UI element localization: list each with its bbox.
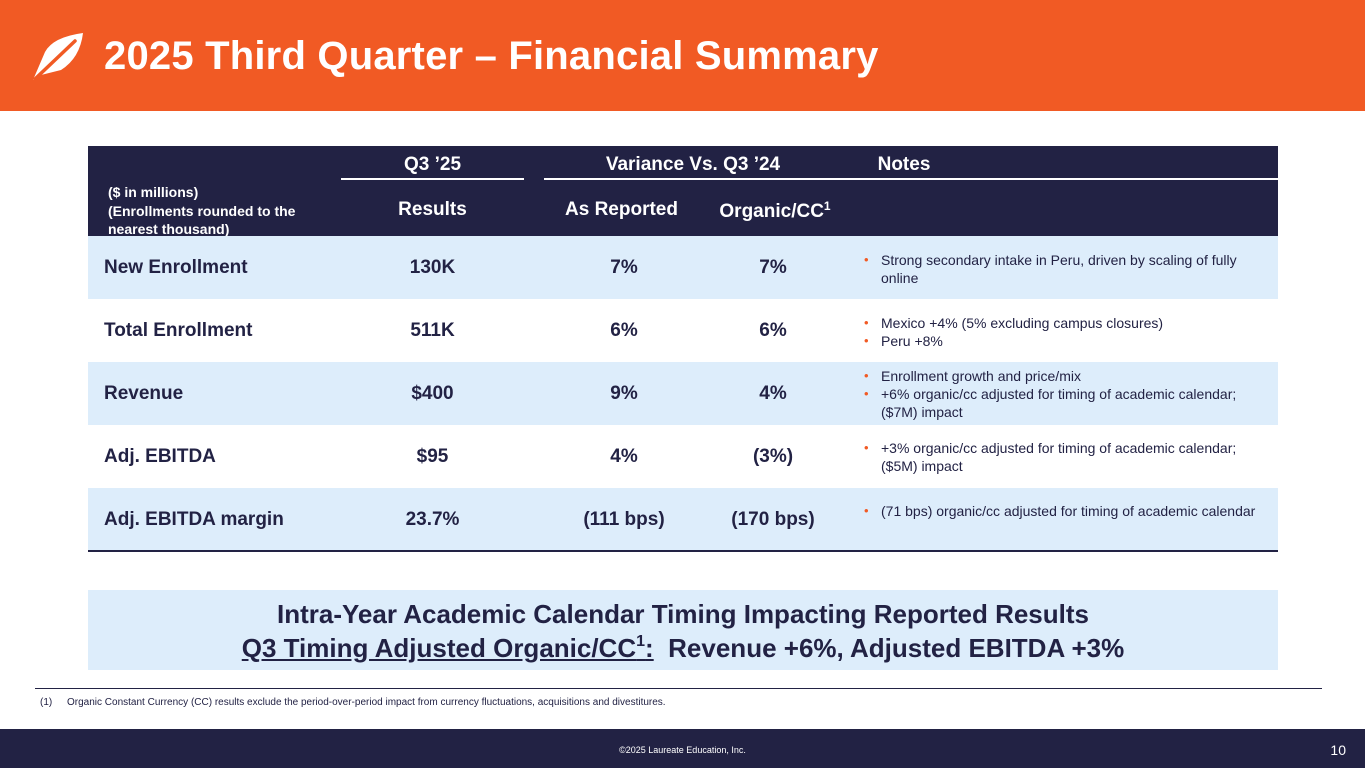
page-number: 10 (1330, 742, 1346, 758)
table-row: Revenue $400 9% 4% Enrollment growth and… (88, 362, 1278, 425)
header-underline (842, 178, 1278, 180)
as-reported-value: (111 bps) (583, 509, 665, 530)
note-item: Enrollment growth and price/mix (864, 367, 1264, 385)
table-bottom-rule (88, 550, 1278, 552)
header-organic-label: Organic/CC (719, 201, 824, 222)
copyright: ©2025 Laureate Education, Inc. (619, 745, 746, 755)
units-line: nearest thousand) (108, 221, 230, 237)
page-title: 2025 Third Quarter – Financial Summary (104, 34, 879, 78)
as-reported-value: 7% (610, 257, 638, 278)
callout-underlined-label: Q3 Timing Adjusted Organic/CC1: (242, 633, 654, 663)
results-value: $400 (411, 383, 454, 404)
row-label: Total Enrollment (104, 320, 253, 341)
note-item: Mexico +4% (5% excluding campus closures… (864, 314, 1264, 332)
notes-list: Enrollment growth and price/mix +6% orga… (864, 367, 1264, 421)
results-value: $95 (416, 446, 449, 467)
footnote-marker: 1 (823, 199, 831, 213)
results-value: 130K (409, 257, 456, 278)
results-value: 511K (410, 320, 455, 341)
footnote-marker: 1 (636, 633, 646, 650)
footnote-text: Organic Constant Currency (CC) results e… (67, 697, 666, 708)
footnote: (1) Organic Constant Currency (CC) result… (40, 697, 666, 708)
row-label: Revenue (104, 383, 184, 404)
footnote-divider (35, 688, 1322, 689)
organic-value: (170 bps) (731, 509, 815, 530)
callout-metrics: Revenue +6%, Adjusted EBITDA +3% (653, 633, 1125, 663)
units-line: ($ in millions) (108, 184, 199, 200)
callout-box: Intra-Year Academic Calendar Timing Impa… (88, 590, 1278, 670)
organic-value: 4% (759, 383, 787, 404)
note-item: Strong secondary intake in Peru, driven … (864, 251, 1264, 287)
notes-list: +3% organic/cc adjusted for timing of ac… (864, 439, 1264, 475)
callout-subline: Q3 Timing Adjusted Organic/CC1: Revenue … (88, 633, 1278, 664)
organic-value: 6% (759, 320, 787, 341)
leaf-logo-icon (33, 33, 83, 81)
table-row: New Enrollment 130K 7% 7% Strong seconda… (88, 236, 1278, 299)
table-row: Total Enrollment 511K 6% 6% Mexico +4% (… (88, 299, 1278, 362)
note-item: (71 bps) organic/cc adjusted for timing … (864, 502, 1264, 520)
as-reported-value: 4% (610, 446, 638, 467)
header-underline (544, 178, 842, 180)
table-row: Adj. EBITDA $95 4% (3%) +3% organic/cc a… (88, 425, 1278, 488)
footnote-number: (1) (40, 697, 53, 708)
header-variance: Variance Vs. Q3 ’24 (605, 154, 781, 175)
footer-bar: ©2025 Laureate Education, Inc. 10 (0, 729, 1365, 768)
callout-organic-label: Q3 Timing Adjusted Organic/CC (241, 633, 637, 663)
note-item: +6% organic/cc adjusted for timing of ac… (864, 385, 1264, 421)
notes-list: Strong secondary intake in Peru, driven … (864, 251, 1264, 287)
header-organic-cc: Organic/CC1 (700, 199, 850, 223)
callout-colon: : (645, 633, 654, 663)
note-item: Peru +8% (864, 332, 1264, 350)
table-row: Adj. EBITDA margin 23.7% (111 bps) (170 … (88, 488, 1278, 551)
title-bar: 2025 Third Quarter – Financial Summary (0, 0, 1365, 111)
header-underline (341, 178, 524, 180)
organic-value: 7% (759, 257, 787, 278)
note-item: +3% organic/cc adjusted for timing of ac… (864, 439, 1264, 475)
header-q3: Q3 ’25 (403, 154, 462, 175)
row-label: New Enrollment (104, 257, 248, 278)
results-value: 23.7% (405, 509, 460, 530)
row-label: Adj. EBITDA (104, 446, 216, 467)
header-as-reported: As Reported (565, 199, 678, 220)
units-line: (Enrollments rounded to the (108, 202, 296, 219)
organic-value: (3%) (752, 446, 794, 467)
header-notes: Notes (877, 154, 931, 175)
table-header: ($ in millions) (Enrollments rounded to … (88, 146, 1278, 239)
callout-headline: Intra-Year Academic Calendar Timing Impa… (277, 599, 1089, 629)
header-results: Results (398, 199, 467, 220)
as-reported-value: 9% (610, 383, 638, 404)
notes-list: (71 bps) organic/cc adjusted for timing … (864, 502, 1264, 520)
row-label: Adj. EBITDA margin (104, 509, 284, 530)
notes-list: Mexico +4% (5% excluding campus closures… (864, 314, 1264, 350)
units-note: ($ in millions) (Enrollments rounded to … (108, 183, 295, 239)
as-reported-value: 6% (610, 320, 638, 341)
